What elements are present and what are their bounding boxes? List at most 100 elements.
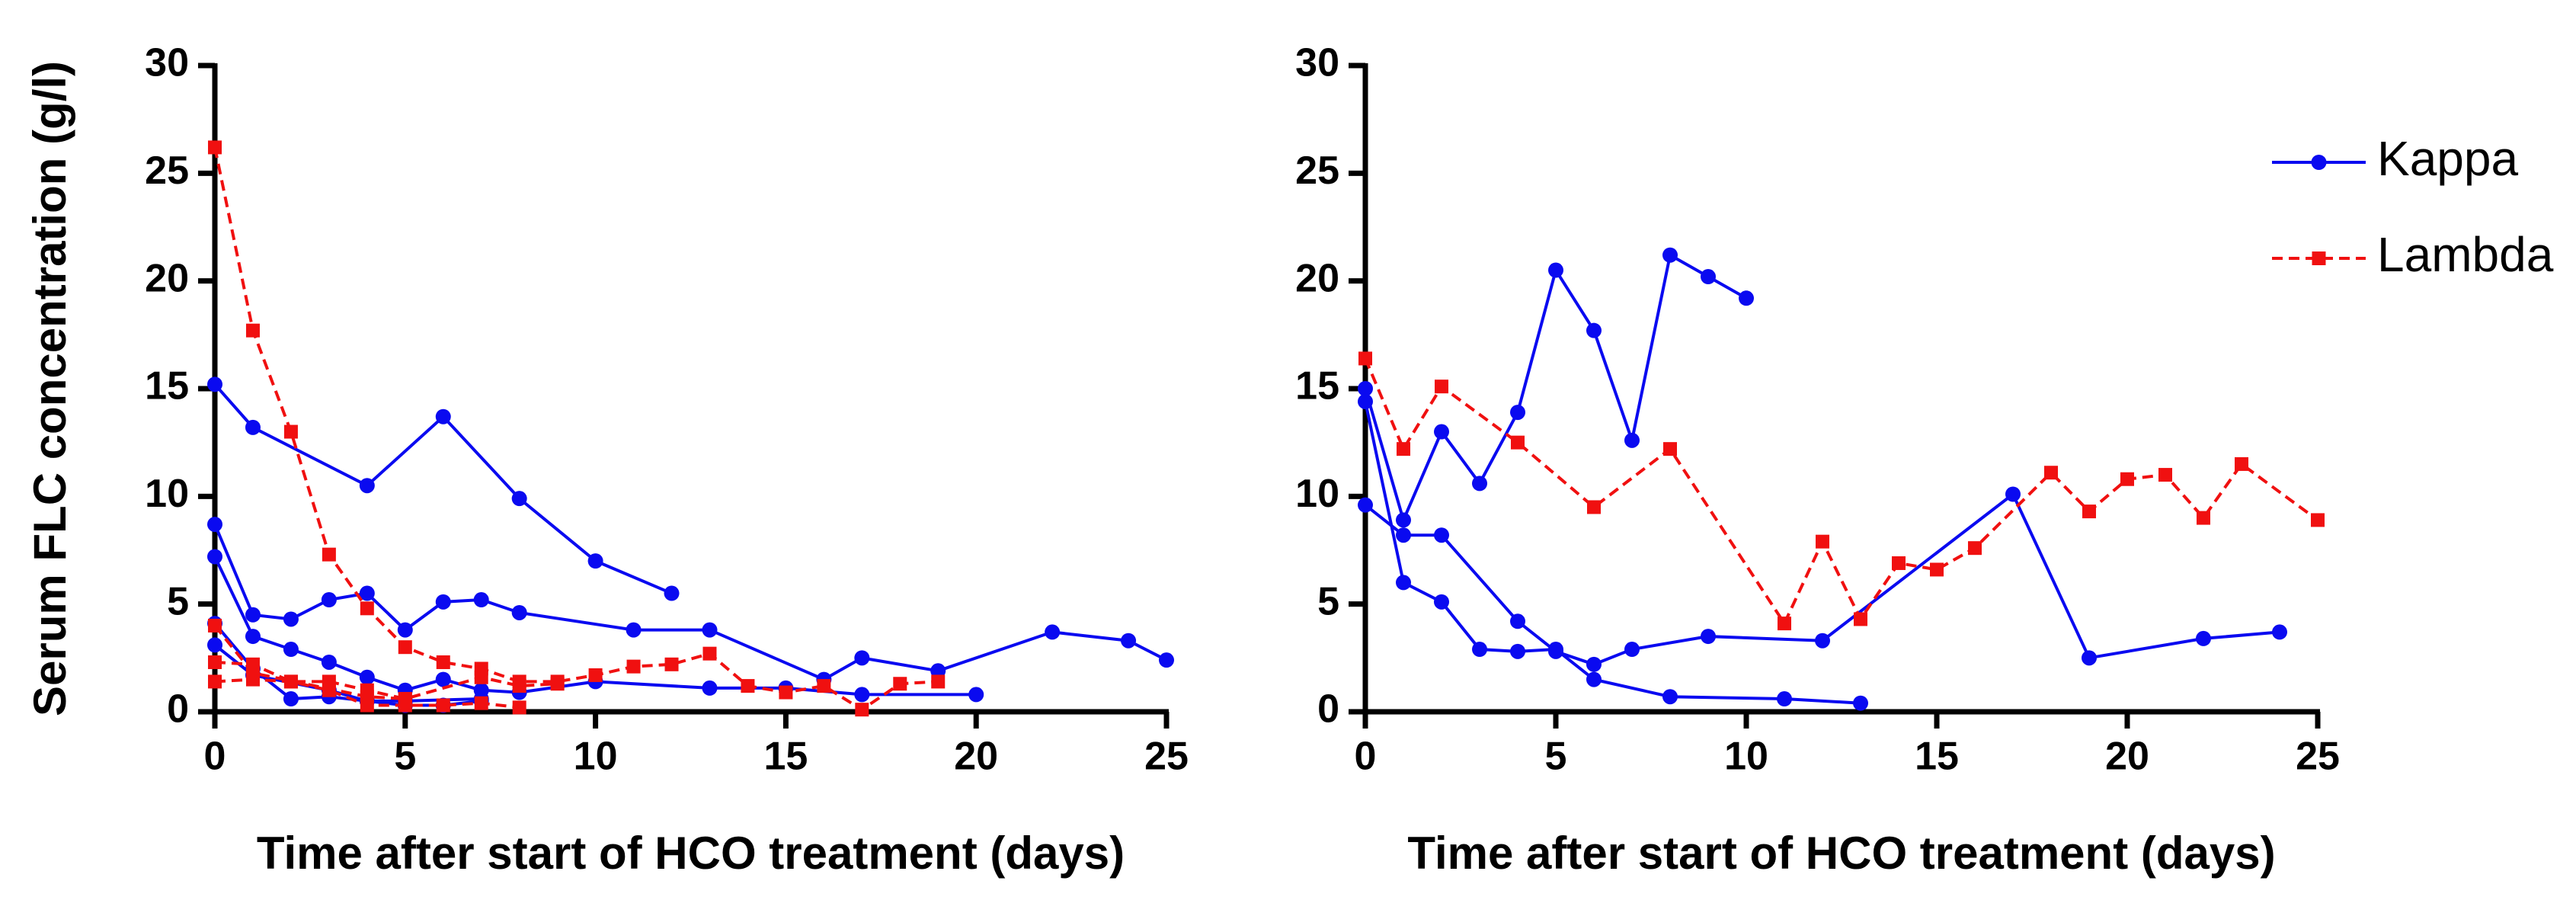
data-point bbox=[2044, 466, 2058, 480]
data-point bbox=[435, 671, 451, 687]
data-point bbox=[1511, 435, 1525, 450]
data-point bbox=[208, 655, 222, 669]
x-tick-label: 25 bbox=[2296, 735, 2340, 779]
data-point bbox=[283, 691, 299, 707]
data-point bbox=[512, 700, 526, 715]
data-point bbox=[1472, 476, 1487, 492]
series-line bbox=[213, 524, 1167, 681]
data-point bbox=[550, 677, 565, 691]
data-point bbox=[1854, 612, 1867, 626]
data-point bbox=[1778, 617, 1791, 631]
data-point bbox=[435, 408, 451, 424]
data-point bbox=[207, 376, 222, 392]
data-point bbox=[359, 478, 375, 494]
x-tick-label: 15 bbox=[1915, 735, 1959, 779]
data-point bbox=[2311, 513, 2325, 527]
data-point bbox=[474, 696, 488, 710]
data-point bbox=[588, 668, 603, 682]
data-point bbox=[1586, 322, 1602, 338]
data-point bbox=[664, 585, 680, 601]
data-point bbox=[1815, 633, 1830, 649]
data-point bbox=[1968, 541, 1982, 556]
legend-entry: Kappa bbox=[2272, 131, 2518, 186]
x-tick-label: 0 bbox=[204, 735, 226, 779]
series-line bbox=[1364, 357, 2319, 627]
legend-entry: Lambda bbox=[2272, 227, 2554, 282]
data-point bbox=[1396, 527, 1411, 543]
y-tick-label: 30 bbox=[1295, 41, 1339, 85]
data-point bbox=[207, 549, 222, 565]
data-point bbox=[2120, 472, 2134, 486]
data-point bbox=[855, 703, 869, 717]
data-point bbox=[321, 592, 337, 608]
data-point bbox=[245, 629, 261, 645]
data-point bbox=[2196, 630, 2211, 646]
data-point bbox=[360, 690, 374, 704]
data-point bbox=[626, 622, 642, 638]
data-point bbox=[245, 323, 260, 338]
y-tick-label: 20 bbox=[145, 256, 189, 300]
legend-label: Lambda bbox=[2377, 227, 2554, 282]
data-point bbox=[1663, 442, 1677, 456]
data-point bbox=[817, 679, 831, 693]
data-point bbox=[968, 687, 984, 703]
data-point bbox=[397, 622, 413, 638]
data-point bbox=[283, 424, 298, 439]
legend-label: Kappa bbox=[2377, 131, 2518, 186]
data-point bbox=[1930, 562, 1944, 577]
data-point bbox=[587, 553, 603, 569]
y-tick-label: 5 bbox=[1317, 579, 1339, 623]
data-point bbox=[1159, 652, 1174, 668]
y-tick-label: 10 bbox=[145, 472, 189, 516]
data-point bbox=[245, 419, 261, 435]
data-point bbox=[207, 637, 222, 653]
y-tick-label: 20 bbox=[1295, 256, 1339, 300]
y-tick-label: 0 bbox=[167, 687, 189, 732]
data-point bbox=[1358, 381, 1373, 396]
data-point bbox=[1739, 290, 1754, 306]
data-point bbox=[1434, 527, 1449, 543]
data-point bbox=[398, 692, 412, 706]
data-point bbox=[854, 687, 870, 703]
data-point bbox=[1396, 512, 1411, 528]
data-point bbox=[854, 650, 870, 666]
data-point bbox=[626, 659, 641, 674]
data-point bbox=[1701, 269, 1716, 285]
data-point bbox=[893, 677, 907, 691]
data-point bbox=[208, 140, 222, 155]
data-point bbox=[359, 669, 375, 685]
data-point bbox=[2082, 504, 2096, 519]
data-point bbox=[1701, 629, 1716, 645]
data-point bbox=[1548, 262, 1563, 278]
y-tick-label: 15 bbox=[1295, 364, 1339, 408]
data-point bbox=[931, 674, 946, 689]
data-point bbox=[1662, 689, 1678, 705]
data-point bbox=[473, 592, 489, 608]
data-point bbox=[1396, 575, 1411, 591]
data-point bbox=[1510, 643, 1525, 659]
data-point bbox=[1045, 624, 1061, 640]
data-point bbox=[1853, 695, 1868, 711]
x-tick-label: 5 bbox=[394, 735, 416, 779]
data-point bbox=[245, 607, 261, 623]
data-point bbox=[1586, 671, 1602, 687]
x-axis-label: Time after start of HCO treatment (days) bbox=[257, 828, 1125, 879]
x-tick-label: 10 bbox=[1724, 735, 1768, 779]
data-point bbox=[1624, 432, 1640, 448]
x-tick-label: 20 bbox=[2105, 735, 2149, 779]
data-point bbox=[1358, 497, 1373, 513]
data-point bbox=[511, 491, 527, 507]
data-point bbox=[1587, 500, 1601, 514]
data-point bbox=[512, 679, 526, 693]
legend-marker bbox=[2311, 155, 2327, 170]
data-point bbox=[702, 680, 718, 696]
y-tick-label: 25 bbox=[145, 149, 189, 193]
data-point bbox=[436, 698, 450, 713]
data-point bbox=[511, 604, 527, 620]
y-tick-label: 30 bbox=[145, 41, 189, 85]
y-tick-label: 10 bbox=[1295, 472, 1339, 516]
data-point bbox=[702, 622, 718, 638]
data-point bbox=[1510, 405, 1525, 421]
data-point bbox=[435, 594, 451, 610]
